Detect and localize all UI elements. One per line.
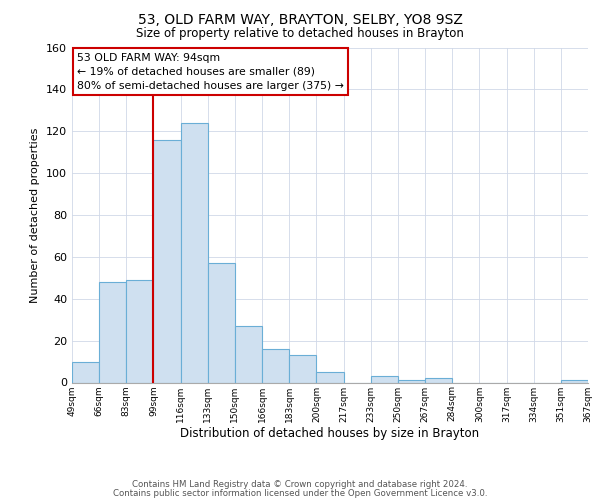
Bar — [99, 282, 127, 382]
Bar — [561, 380, 588, 382]
Bar — [235, 326, 262, 382]
Text: Contains HM Land Registry data © Crown copyright and database right 2024.: Contains HM Land Registry data © Crown c… — [132, 480, 468, 489]
Bar — [262, 349, 289, 382]
Bar — [154, 140, 181, 382]
Bar — [398, 380, 425, 382]
Text: Size of property relative to detached houses in Brayton: Size of property relative to detached ho… — [136, 28, 464, 40]
Bar — [316, 372, 344, 382]
Bar — [208, 263, 235, 382]
Bar — [72, 362, 99, 382]
Bar — [289, 356, 316, 382]
X-axis label: Distribution of detached houses by size in Brayton: Distribution of detached houses by size … — [181, 427, 479, 440]
Bar — [181, 123, 208, 382]
Y-axis label: Number of detached properties: Number of detached properties — [31, 128, 40, 302]
Text: Contains public sector information licensed under the Open Government Licence v3: Contains public sector information licen… — [113, 488, 487, 498]
Text: 53, OLD FARM WAY, BRAYTON, SELBY, YO8 9SZ: 53, OLD FARM WAY, BRAYTON, SELBY, YO8 9S… — [137, 12, 463, 26]
Text: 53 OLD FARM WAY: 94sqm
← 19% of detached houses are smaller (89)
80% of semi-det: 53 OLD FARM WAY: 94sqm ← 19% of detached… — [77, 52, 344, 90]
Bar — [127, 280, 154, 382]
Bar — [371, 376, 398, 382]
Bar — [425, 378, 452, 382]
